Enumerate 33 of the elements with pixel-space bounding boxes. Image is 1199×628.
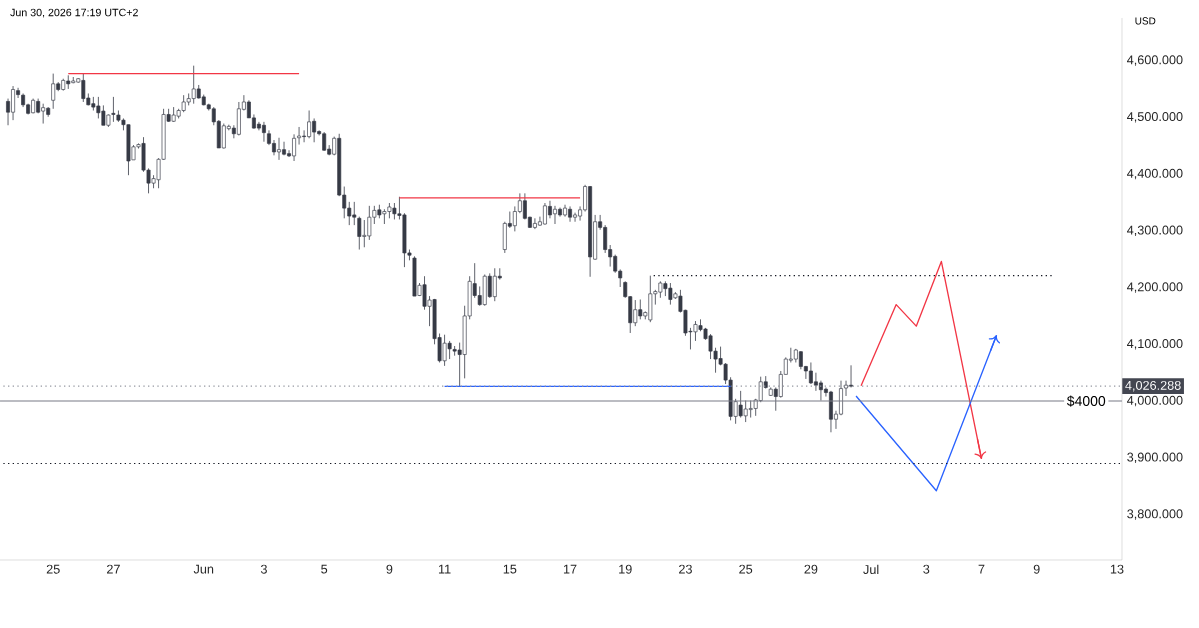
y-tick-label: 4,500.000 <box>1127 112 1183 123</box>
x-tick-label: Jul <box>863 564 879 574</box>
x-tick-label: 13 <box>1110 564 1124 574</box>
text: Jun 30, 2026 17:19 UTC+2 <box>10 8 138 18</box>
x-tick-label: 25 <box>739 564 753 574</box>
y-tick-label: 4,300.000 <box>1127 225 1183 237</box>
y-tick-label: 4,600.000 <box>1127 55 1183 66</box>
y-tick-label: 3,900.000 <box>1127 452 1183 464</box>
y-tick-label: 3,800.000 <box>1127 509 1183 520</box>
y-tick-label: 4,200.000 <box>1127 282 1183 293</box>
x-tick-label: 27 <box>107 564 120 574</box>
ref-line-label: 4,026.288 <box>1125 380 1181 392</box>
candlestick <box>51 73 56 110</box>
x-tick-label: 19 <box>619 564 632 574</box>
x-tick-label: 3 <box>260 564 267 574</box>
x-tick-label: 5 <box>321 564 328 574</box>
x-tick-label: 15 <box>503 564 517 574</box>
x-tick-label: 9 <box>1033 564 1040 574</box>
x-tick-label: 25 <box>46 564 60 574</box>
ref-line-label: $4000 <box>1066 395 1106 407</box>
y-axis-title: USD <box>1135 17 1156 25</box>
y-tick-label: 4,100.000 <box>1127 339 1183 350</box>
candlestick <box>297 126 302 145</box>
x-tick-label: 3 <box>923 564 930 574</box>
x-tick-label: 11 <box>438 564 451 574</box>
x-tick-label: 7 <box>978 564 985 574</box>
x-tick-label: 17 <box>563 564 577 574</box>
x-tick-label: 29 <box>804 564 818 574</box>
y-tick-label: 4,400.000 <box>1127 168 1183 180</box>
y-tick-label: 4,000.000 <box>1127 395 1183 407</box>
x-tick-label: 23 <box>679 564 692 574</box>
x-tick-label: Jun <box>193 564 214 574</box>
x-tick-label: 9 <box>386 564 393 574</box>
